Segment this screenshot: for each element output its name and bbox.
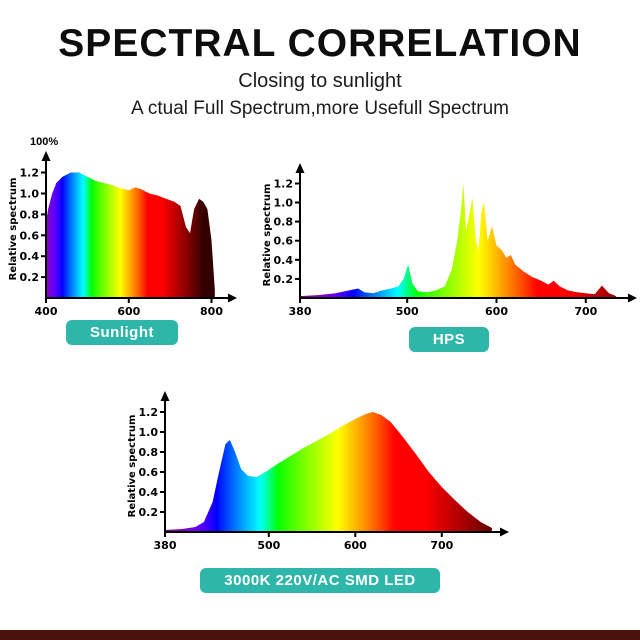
svg-text:500: 500	[396, 305, 419, 318]
hps-spectrum-area	[300, 183, 617, 298]
bottom-bar	[0, 630, 640, 640]
hps-badge: HPS	[408, 327, 490, 352]
subtitle-closing-to-sunlight: Closing to sunlight	[238, 70, 402, 92]
svg-text:380: 380	[154, 539, 177, 552]
led-chart-canvas: 0.2 0.4 0.6 0.8 1.0 1.2 380 500 600 700 Relative s…	[127, 391, 509, 552]
svg-text:700: 700	[574, 305, 597, 318]
svg-text:Relative spectrum: Relative spectrum	[127, 415, 138, 518]
x-axis-arrow-icon	[500, 527, 509, 537]
y-axis-arrow-icon	[41, 151, 51, 161]
svg-text:Relative spectrum: Relative spectrum	[8, 178, 19, 281]
svg-text:0.6: 0.6	[274, 235, 294, 248]
percent-label: 100%	[30, 136, 59, 148]
subtitle-full-spectrum: A ctual Full Spectrum,more Usefull Spect…	[130, 98, 510, 119]
svg-text:400: 400	[35, 305, 58, 318]
sunlight-spectrum-chart: 0.2 0.4 0.6 0.8 1.0 1.2 400 600 800 Relative spec…	[6, 150, 238, 322]
svg-text:700: 700	[430, 539, 453, 552]
svg-text:600: 600	[485, 305, 508, 318]
hps-spectrum-chart: 0.2 0.4 0.6 0.8 1.0 1.2 380 500 600 700 Relative s…	[260, 162, 638, 322]
svg-text:Relative spectrum: Relative spectrum	[262, 184, 273, 287]
svg-text:0.6: 0.6	[139, 466, 159, 479]
x-axis-arrow-icon	[228, 293, 237, 303]
y-axis-arrow-icon	[295, 163, 305, 173]
sunlight-badge: Sunlight	[66, 320, 178, 345]
x-axis-arrow-icon	[628, 293, 637, 303]
svg-text:0.2: 0.2	[274, 273, 294, 286]
page-title: SPECTRAL CORRELATION	[58, 22, 582, 65]
svg-text:1.0: 1.0	[20, 188, 40, 201]
svg-text:0.4: 0.4	[274, 254, 294, 267]
sunlight-chart-canvas: 0.2 0.4 0.6 0.8 1.0 1.2 400 600 800 Relative spec…	[8, 151, 237, 318]
led-spectrum-chart: 0.2 0.4 0.6 0.8 1.0 1.2 380 500 600 700 Relative s…	[125, 390, 510, 556]
svg-text:500: 500	[257, 539, 280, 552]
svg-text:380: 380	[289, 305, 312, 318]
svg-text:0.2: 0.2	[20, 271, 40, 284]
svg-text:800: 800	[200, 305, 223, 318]
sunlight-badge-row: Sunlight	[6, 320, 238, 345]
svg-text:0.8: 0.8	[139, 446, 159, 459]
led-badge-row: 3000K 220V/AC SMD LED	[0, 568, 640, 593]
hps-chart-canvas: 0.2 0.4 0.6 0.8 1.0 1.2 380 500 600 700 Relative s…	[262, 163, 637, 318]
svg-text:1.0: 1.0	[274, 197, 294, 210]
hps-badge-row: HPS	[260, 327, 638, 352]
svg-text:600: 600	[344, 539, 367, 552]
y-axis-arrow-icon	[160, 391, 170, 401]
led-spectrum-area	[165, 412, 492, 532]
svg-text:1.2: 1.2	[274, 178, 294, 191]
svg-text:1.2: 1.2	[20, 167, 40, 180]
svg-text:0.6: 0.6	[20, 229, 40, 242]
svg-text:0.8: 0.8	[20, 208, 40, 221]
svg-text:600: 600	[117, 305, 140, 318]
svg-text:0.2: 0.2	[139, 506, 159, 519]
svg-text:1.2: 1.2	[139, 406, 159, 419]
svg-text:0.8: 0.8	[274, 216, 294, 229]
svg-text:0.4: 0.4	[139, 486, 159, 499]
led-badge: 3000K 220V/AC SMD LED	[200, 568, 440, 593]
sunlight-spectrum-area	[46, 172, 215, 298]
svg-text:1.0: 1.0	[139, 426, 159, 439]
svg-text:0.4: 0.4	[20, 250, 40, 263]
